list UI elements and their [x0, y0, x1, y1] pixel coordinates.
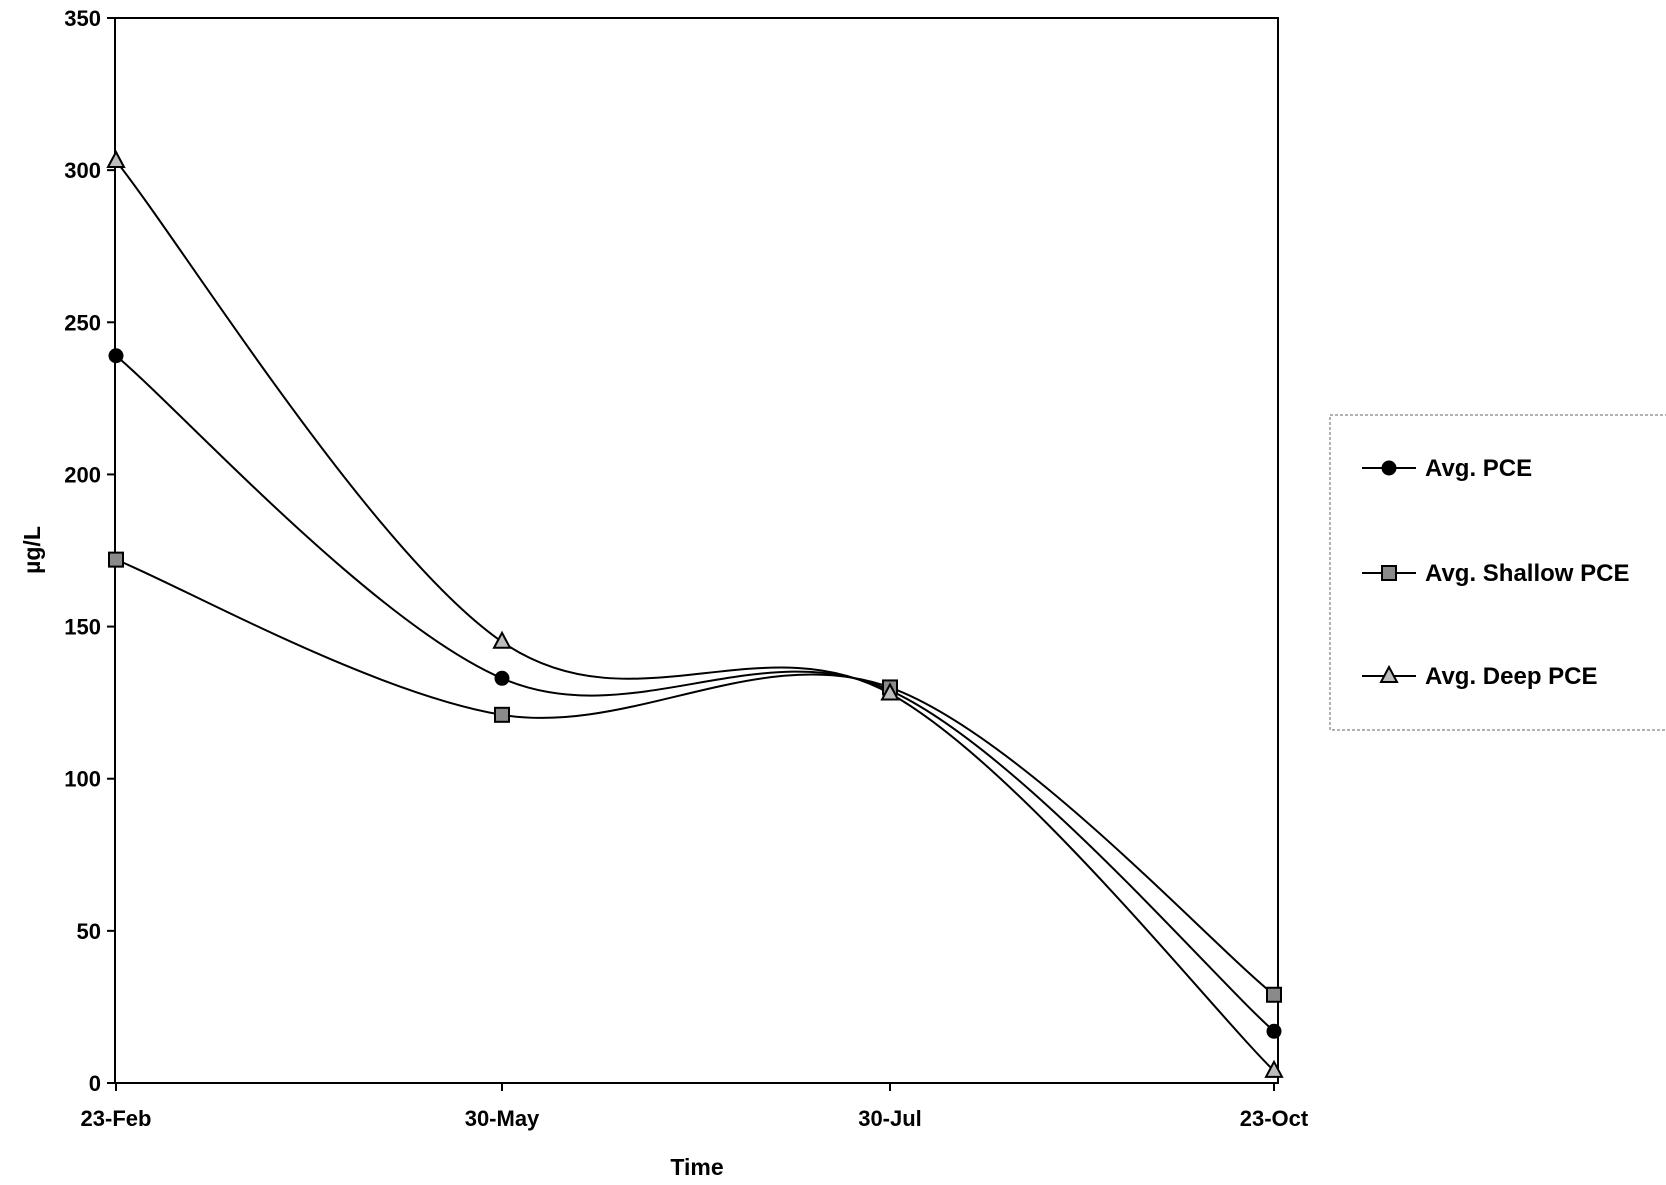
data-point: [492, 630, 512, 649]
data-point: [494, 670, 510, 686]
data-point: [494, 706, 510, 723]
x-tick-label: 30-Jul: [858, 1106, 922, 1131]
data-point: [1266, 986, 1282, 1003]
y-tick-label: 350: [64, 6, 101, 31]
data-point: [1264, 1059, 1284, 1078]
plot-frame: [114, 17, 1279, 1084]
plot-area: [114, 17, 1279, 1084]
legend-swatch-marker: [1381, 460, 1397, 476]
y-tick-label: 150: [64, 615, 101, 640]
data-point: [108, 551, 124, 568]
y-tick-label: 300: [64, 158, 101, 183]
y-tick-label: 250: [64, 310, 101, 335]
y-tick-label: 200: [64, 462, 101, 487]
x-axis: 23-Feb 30-May 30-Jul 23-Oct: [81, 1083, 1309, 1131]
data-point: [880, 682, 900, 701]
data-point: [108, 348, 124, 364]
data-point: [1266, 1023, 1282, 1039]
legend-swatch-marker: [1379, 664, 1399, 683]
series-line: [115, 558, 1275, 996]
y-tick-label: 100: [64, 767, 101, 792]
series-line: [115, 160, 1275, 1072]
legend-swatch-marker: [1381, 565, 1397, 581]
legend: Avg. PCE Avg. Shallow PCE Avg. Deep PCE: [1329, 414, 1666, 731]
data-point: [106, 149, 126, 169]
x-tick-label: 23-Oct: [1240, 1106, 1309, 1131]
x-axis-title: Time: [670, 1154, 723, 1180]
series-line: [115, 354, 1275, 1033]
y-axis: 0 50 100 150 200 250 300 350: [64, 6, 115, 1096]
legend-label: Avg. PCE: [1425, 455, 1532, 482]
x-tick-label: 23-Feb: [81, 1106, 152, 1131]
x-tick-label: 30-May: [465, 1106, 540, 1131]
legend-label: Avg. Deep PCE: [1425, 663, 1598, 690]
y-tick-label: 50: [77, 919, 101, 944]
y-tick-label: 0: [89, 1071, 101, 1096]
series-lines: [115, 160, 1275, 1072]
series-markers: [106, 149, 1284, 1078]
legend-label: Avg. Shallow PCE: [1425, 560, 1629, 587]
y-axis-title: µg/L: [19, 526, 45, 574]
